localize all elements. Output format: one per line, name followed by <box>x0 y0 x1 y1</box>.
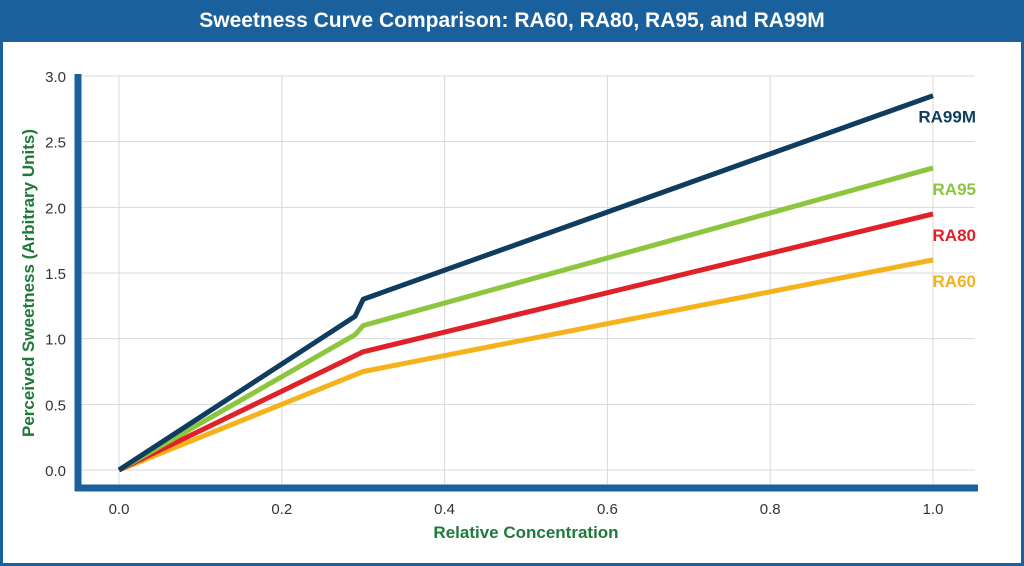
y-tick-label: 0.5 <box>45 397 66 414</box>
tick-labels: 0.0 0.2 0.4 0.6 0.8 1.0 0.0 0.5 1.0 1.5 2.0 2.5 3.0 <box>45 69 943 518</box>
series-line-ra60 <box>118 257 934 473</box>
x-tick-label: 0.8 <box>760 501 781 518</box>
y-axis-label: Perceived Sweetness (Arbitrary Units) <box>19 129 38 437</box>
x-tick-label: 1.0 <box>923 501 944 518</box>
y-tick-label: 1.5 <box>45 266 66 283</box>
x-tick-label: 0.0 <box>109 501 130 518</box>
y-tick-label: 1.0 <box>45 332 66 349</box>
y-tick-label: 2.0 <box>45 200 66 217</box>
series-lines <box>117 93 934 473</box>
title-bar <box>0 0 1024 42</box>
chart-title: Sweetness Curve Comparison: RA60, RA80, … <box>199 9 825 32</box>
axes <box>74 74 978 492</box>
y-tick-label: 0.0 <box>45 463 66 480</box>
x-tick-label: 0.6 <box>597 501 618 518</box>
series-line-ra80 <box>117 211 934 473</box>
series-label-ra99m: RA99M <box>918 108 976 127</box>
y-tick-label: 3.0 <box>45 69 66 86</box>
x-tick-label: 0.2 <box>271 501 292 518</box>
y-tick-label: 2.5 <box>45 135 66 152</box>
series-label-ra60: RA60 <box>933 272 976 291</box>
series-label-ra80: RA80 <box>933 226 976 245</box>
series-line-ra99m <box>117 93 934 473</box>
series-line-ra95 <box>117 165 934 473</box>
series-label-ra95: RA95 <box>933 180 976 199</box>
x-tick-label: 0.4 <box>434 501 455 518</box>
x-axis-label: Relative Concentration <box>433 523 618 542</box>
series-labels: RA99M RA95 RA80 RA60 <box>918 108 976 291</box>
